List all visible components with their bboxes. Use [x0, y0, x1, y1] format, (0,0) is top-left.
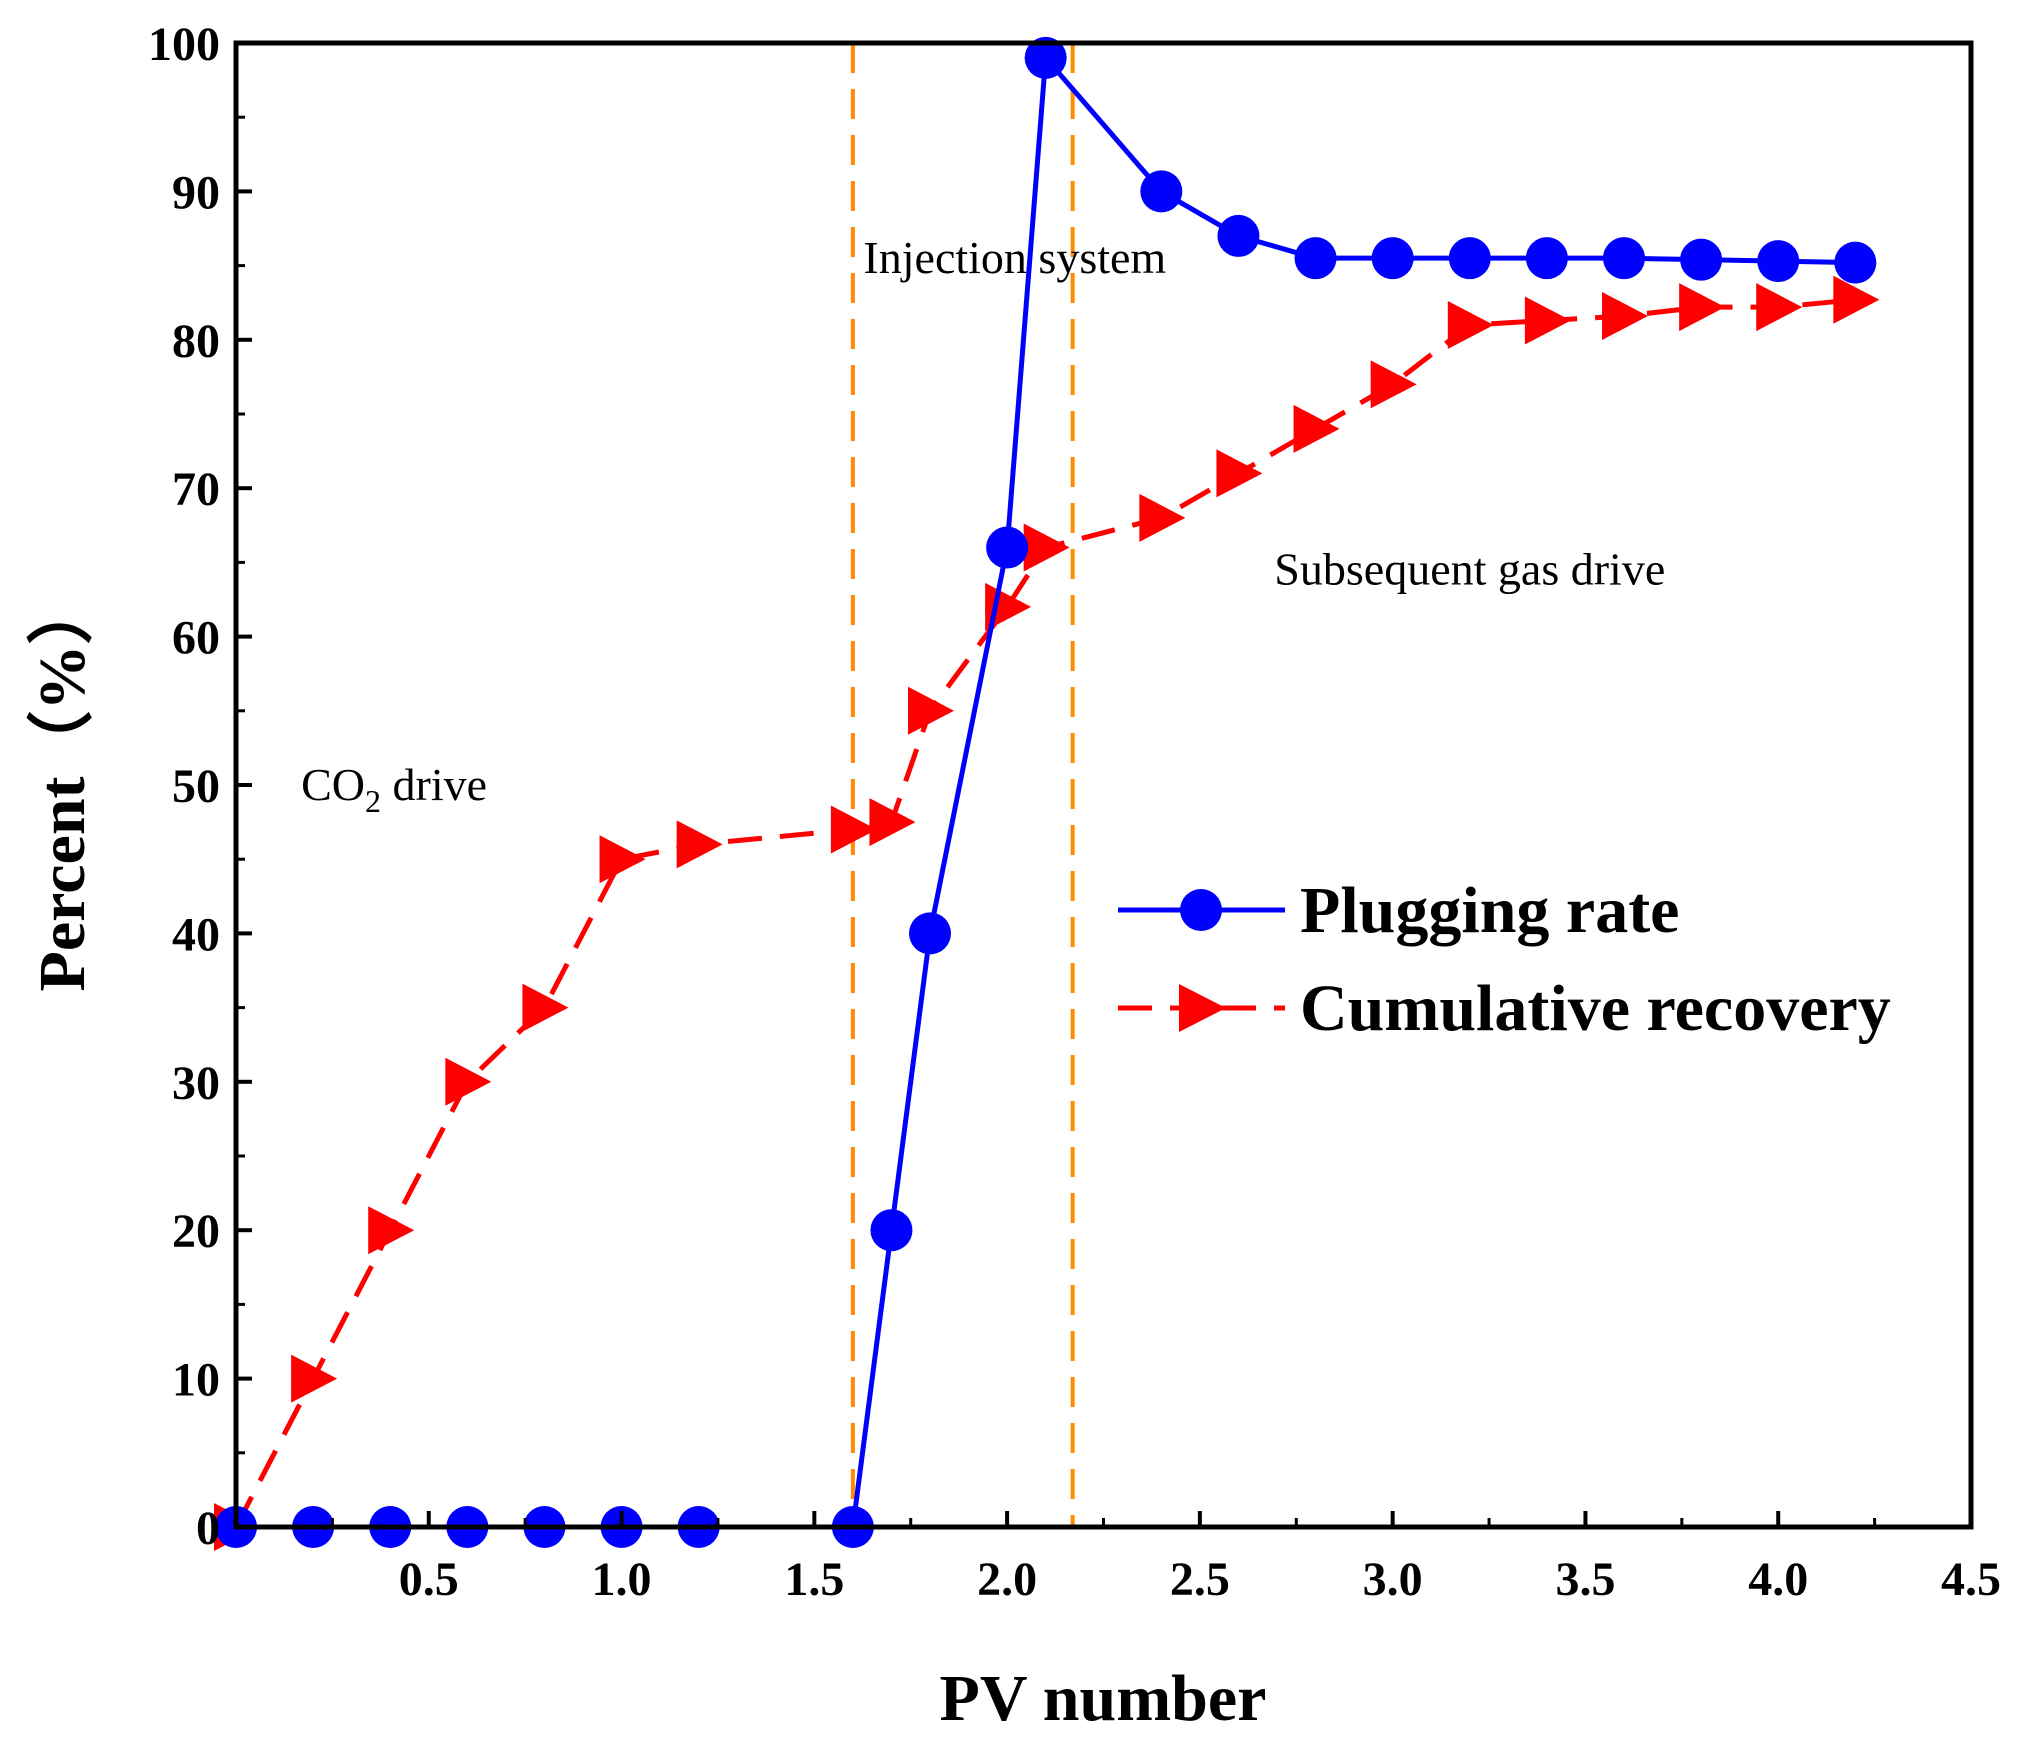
data-point — [1023, 523, 1070, 572]
annotation-text: drive — [381, 759, 487, 810]
data-point — [599, 835, 646, 884]
x-tick-label: 2.0 — [977, 1553, 1037, 1606]
data-point — [1024, 36, 1067, 79]
data-point — [445, 1057, 492, 1106]
y-tick-label: 0 — [196, 1502, 220, 1555]
data-point — [1293, 404, 1340, 453]
y-tick-label: 10 — [172, 1354, 220, 1407]
x-tick-label: 1.0 — [592, 1553, 652, 1606]
data-point — [1679, 283, 1726, 332]
data-point — [1834, 241, 1877, 284]
legend-marker-cumulative-recovery — [1179, 984, 1226, 1032]
data-point — [870, 1209, 913, 1252]
data-point — [291, 1354, 338, 1403]
data-point — [830, 805, 877, 854]
y-axis-title: Percent（%） — [25, 579, 99, 992]
x-tick-label: 3.5 — [1555, 1553, 1615, 1606]
x-tick-label: 2.5 — [1170, 1553, 1230, 1606]
data-point — [869, 798, 916, 847]
data-point — [1370, 360, 1417, 409]
data-point — [908, 686, 954, 735]
data-point — [1525, 237, 1568, 280]
x-tick-label: 0.5 — [399, 1553, 459, 1606]
data-point — [1139, 493, 1186, 542]
annotation-subscript: 2 — [365, 783, 381, 819]
data-point — [1217, 214, 1260, 257]
data-point — [1524, 296, 1571, 345]
series-layer — [214, 36, 1880, 1551]
y-tick-label: 80 — [172, 315, 220, 368]
legend-label-plugging-rate: Plugging rate — [1300, 874, 1679, 947]
y-tick-label: 20 — [172, 1205, 220, 1258]
annotation-text: CO — [301, 759, 365, 810]
data-point — [1757, 240, 1800, 283]
data-point — [1680, 238, 1723, 281]
y-tick-label: 90 — [172, 166, 220, 219]
phase-divider-lines — [850, 43, 1075, 1527]
data-point — [676, 820, 723, 869]
series-line — [233, 297, 1856, 1529]
annotation-label: Subsequent gas drive — [1274, 544, 1665, 595]
legend-marker-plugging-rate — [1180, 889, 1222, 931]
series-cumulative-recovery — [214, 275, 1880, 1551]
data-point — [1371, 237, 1414, 280]
data-point — [1603, 237, 1645, 280]
data-point — [1602, 292, 1648, 341]
legend: Plugging rate Cumulative recovery — [1118, 874, 1891, 1045]
annotation-label: CO2 drive — [301, 759, 487, 819]
annotation-text: Injection system — [863, 232, 1166, 283]
data-point — [522, 983, 569, 1032]
x-axis-title: PV number — [940, 1662, 1267, 1735]
x-tick-label: 1.5 — [784, 1553, 844, 1606]
data-point — [368, 1206, 415, 1255]
y-tick-label: 50 — [172, 760, 220, 813]
y-tick-label: 100 — [148, 18, 220, 71]
y-tick-label: 70 — [172, 463, 220, 516]
data-point — [1140, 170, 1183, 213]
series-plugging-rate — [215, 36, 1877, 1548]
x-tick-label: 4.0 — [1748, 1553, 1808, 1606]
legend-label-cumulative-recovery: Cumulative recovery — [1300, 972, 1891, 1045]
x-tick-label: 3.0 — [1363, 1553, 1423, 1606]
data-point — [1294, 237, 1337, 280]
data-point — [1756, 283, 1803, 332]
data-point — [1216, 449, 1263, 498]
y-axis: 0 10 20 30 40 50 60 70 80 90 100 — [148, 18, 252, 1555]
y-tick-label: 30 — [172, 1057, 220, 1110]
x-axis: 0.5 1.0 1.5 2.0 2.5 3.0 3.5 4.0 4.5 — [330, 1511, 2001, 1606]
annotation-label: Injection system — [863, 232, 1166, 283]
data-point — [1447, 300, 1494, 349]
annotation-text: Subsequent gas drive — [1274, 544, 1665, 595]
x-tick-label: 4.5 — [1941, 1553, 2001, 1606]
y-tick-label: 60 — [172, 612, 220, 665]
annotations: CO2 drive Injection system Subsequent gas … — [301, 232, 1665, 819]
data-point — [909, 912, 951, 955]
y-tick-label: 40 — [172, 908, 220, 961]
data-point — [986, 526, 1029, 569]
data-point — [1448, 237, 1491, 280]
data-point — [1833, 275, 1880, 324]
